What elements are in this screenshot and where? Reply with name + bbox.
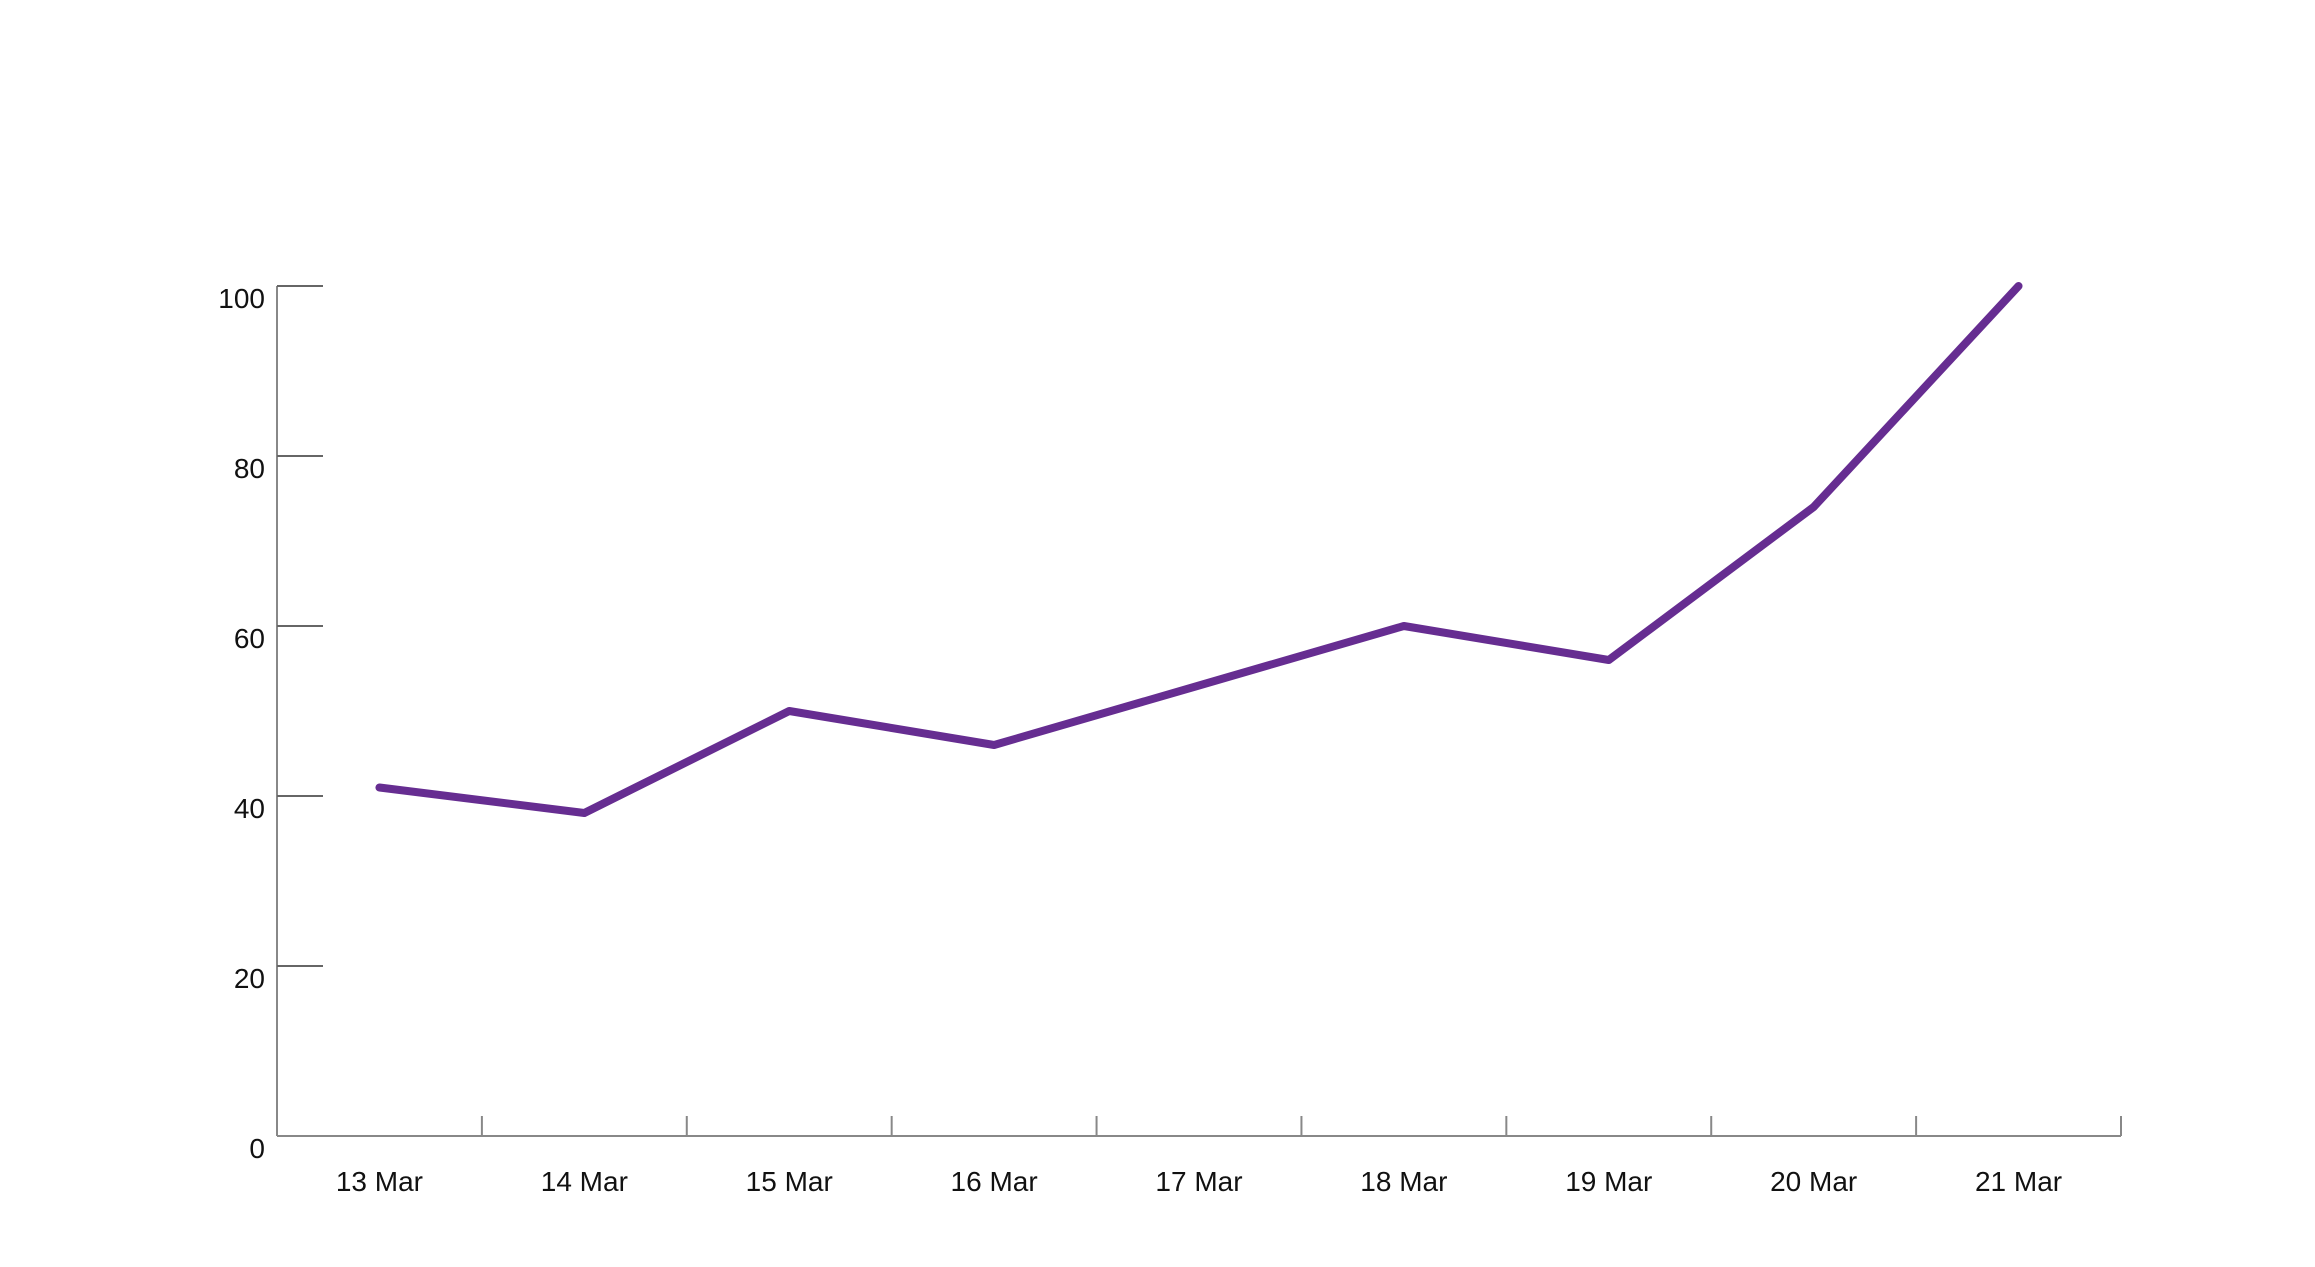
y-tick-label: 100 [218, 283, 265, 314]
x-tick-label: 15 Mar [746, 1166, 833, 1197]
y-tick-label: 40 [234, 793, 265, 824]
x-tick-label: 19 Mar [1565, 1166, 1652, 1197]
y-tick-label: 80 [234, 453, 265, 484]
x-tick-label: 17 Mar [1155, 1166, 1242, 1197]
y-tick-label: 0 [249, 1133, 265, 1164]
x-tick-label: 21 Mar [1975, 1166, 2062, 1197]
x-tick-label: 20 Mar [1770, 1166, 1857, 1197]
y-tick-label: 20 [234, 963, 265, 994]
x-tick-label: 14 Mar [541, 1166, 628, 1197]
x-tick-label: 16 Mar [951, 1166, 1038, 1197]
series-line [379, 286, 2018, 813]
y-tick-label: 60 [234, 623, 265, 654]
x-tick-label: 18 Mar [1360, 1166, 1447, 1197]
x-tick-label: 13 Mar [336, 1166, 423, 1197]
